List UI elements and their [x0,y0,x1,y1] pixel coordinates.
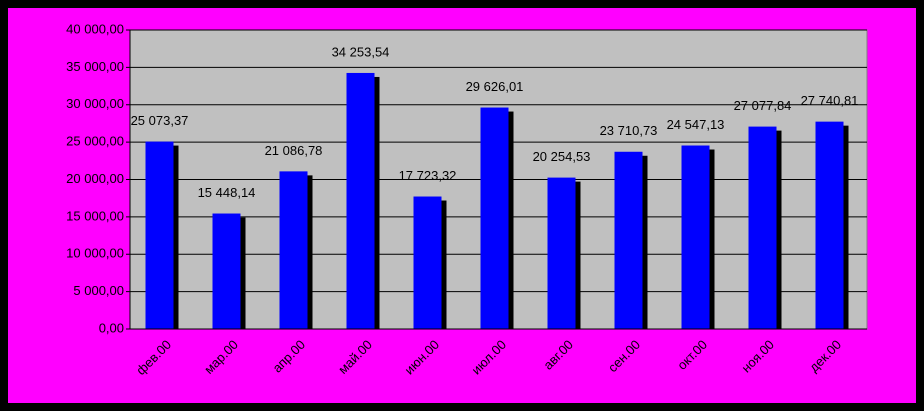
bar [547,177,576,329]
bar [748,126,777,330]
y-tick-label: 15 000,00 [66,208,124,223]
value-label: 24 547,13 [667,117,725,132]
y-tick-label: 5 000,00 [73,283,124,298]
y-tick-label: 40 000,00 [66,21,124,36]
bar [346,72,375,330]
y-tick-label: 35 000,00 [66,59,124,74]
y-tick-label: 10 000,00 [66,246,124,261]
value-label: 27 740,81 [801,93,859,108]
value-label: 21 086,78 [265,143,323,158]
y-tick-label: 30 000,00 [66,96,124,111]
value-label: 20 254,53 [533,149,591,164]
y-tick-label: 20 000,00 [66,171,124,186]
bar [815,121,844,329]
bar [480,107,509,329]
value-label: 34 253,54 [332,44,390,59]
bar [413,196,442,329]
value-label: 27 077,84 [734,98,792,113]
value-label: 29 626,01 [466,79,524,94]
value-label: 15 448,14 [198,185,256,200]
value-label: 25 073,37 [131,113,189,128]
bar [279,171,308,329]
y-tick-label: 0,00 [99,320,124,335]
bar [145,141,174,329]
value-label: 17 723,32 [399,168,457,183]
bar [681,145,710,329]
y-tick-label: 25 000,00 [66,134,124,149]
value-label: 23 710,73 [600,123,658,138]
bar [212,213,241,329]
bar [614,151,643,329]
